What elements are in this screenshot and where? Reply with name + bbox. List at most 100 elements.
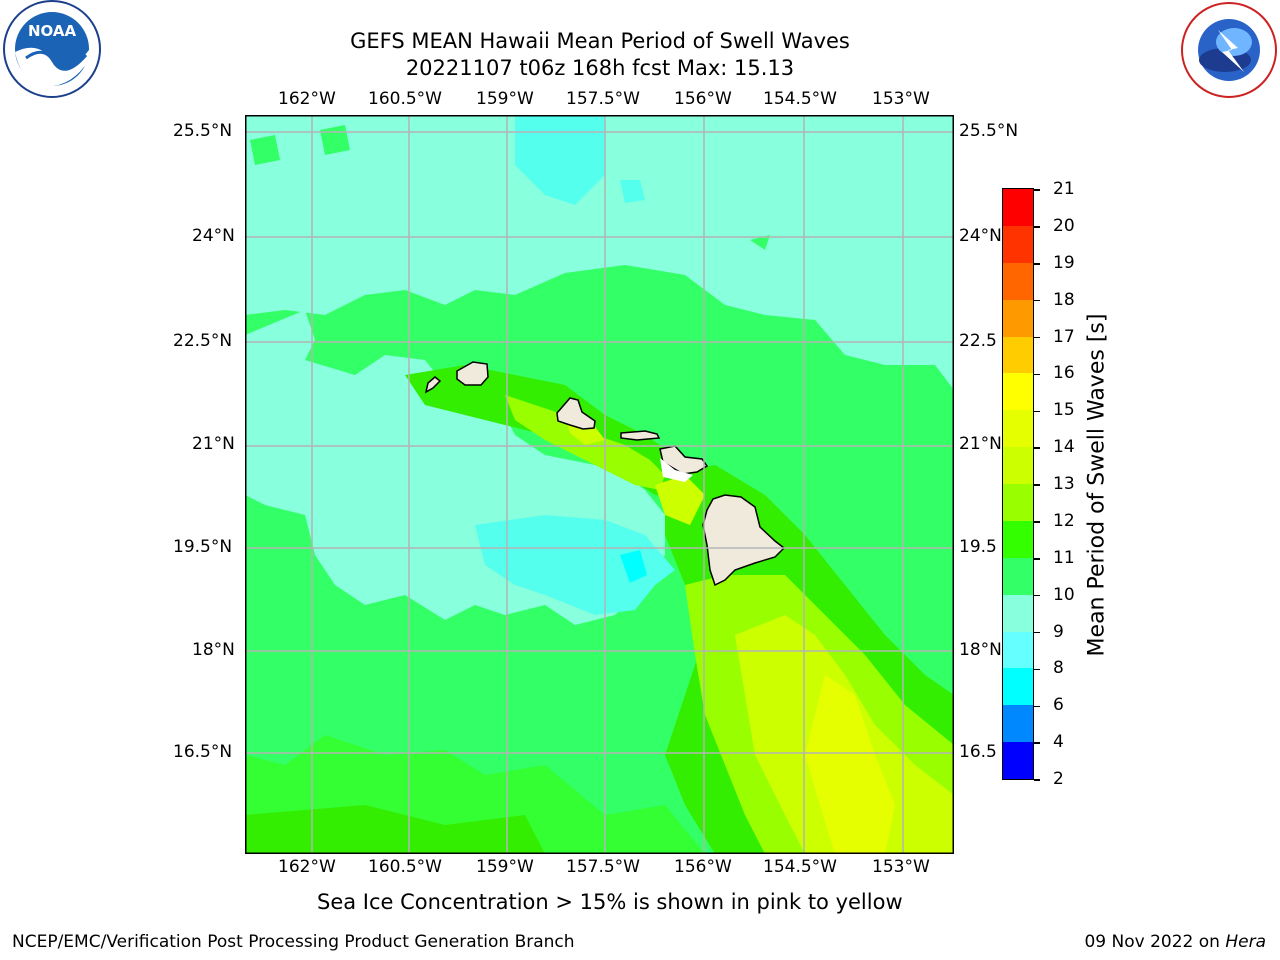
map-title-line2: 20221107 t06z 168h fcst Max: 15.13	[405, 56, 795, 80]
lat-label-right: 25.5°N	[959, 121, 1019, 141]
colorbar-tick-label: 10	[1053, 584, 1075, 605]
colorbar-tick-label: 14	[1053, 437, 1075, 458]
colorbar-segment	[1003, 410, 1033, 448]
colorbar-segment	[1003, 225, 1033, 263]
colorbar-segment	[1003, 484, 1033, 521]
islands	[424, 361, 786, 587]
colorbar-segment	[1003, 742, 1033, 779]
colorbar-tick-label: 19	[1053, 252, 1075, 273]
colorbar-tick-mark	[1034, 594, 1040, 597]
colorbar-segment	[1003, 373, 1033, 411]
colorbar-segment	[1003, 557, 1033, 595]
map-title-line1: GEFS MEAN Hawaii Mean Period of Swell Wa…	[350, 29, 850, 53]
footer-host: Hera	[1225, 932, 1266, 952]
lon-label-bottom: 156°W	[674, 857, 732, 877]
colorbar-tick-mark	[1034, 742, 1040, 744]
colorbar-tick-mark	[1034, 410, 1040, 412]
lon-label-top: 160.5°W	[368, 89, 442, 109]
lat-label-right: 16.5	[959, 742, 997, 762]
noaa-logo: NOAA	[0, 0, 104, 100]
colorbar-tick-mark	[1034, 447, 1040, 449]
field-8-9-south	[475, 515, 675, 615]
colorbar-tick-mark	[1034, 705, 1040, 707]
colorbar-tick-label: 11	[1053, 547, 1075, 568]
colorbar-tick-label: 21	[1053, 179, 1075, 199]
swell-period-map	[245, 115, 954, 854]
lon-label-bottom: 153°W	[872, 857, 930, 877]
colorbar-tick-label: 15	[1053, 400, 1075, 421]
colorbar-tick-label: 20	[1053, 215, 1075, 236]
colorbar-tick-label: 2	[1053, 769, 1064, 789]
colorbar-tick-label: 17	[1053, 326, 1075, 347]
colorbar-tick-mark	[1034, 226, 1040, 228]
island-big-island	[702, 494, 786, 587]
colorbar-tick-mark	[1034, 299, 1040, 302]
lon-label-bottom: 154.5°W	[763, 857, 837, 877]
lon-label-bottom: 162°W	[278, 857, 336, 877]
colorbar-tick-mark	[1034, 263, 1040, 265]
colorbar-tick-mark	[1034, 668, 1040, 671]
colorbar-tick-label: 13	[1053, 474, 1075, 494]
colorbar-segment	[1003, 262, 1033, 300]
island-oahu	[556, 397, 596, 430]
island-kauai	[456, 361, 489, 386]
colorbar-tick-mark	[1034, 484, 1040, 486]
colorbar-label: Mean Period of Swell Waves [s]	[1084, 313, 1110, 657]
lat-label-right: 18°N	[959, 640, 1002, 660]
island-niihau	[424, 376, 442, 394]
lat-label-right: 22.5	[959, 331, 997, 351]
colorbar-tick-label: 18	[1053, 289, 1075, 310]
lon-label-top: 159°W	[476, 89, 534, 109]
lon-label-bottom: 157.5°W	[566, 857, 640, 877]
lon-label-top: 157.5°W	[566, 89, 640, 109]
lat-label-left: 16.5°N	[173, 742, 233, 762]
colorbar-tick-mark	[1034, 189, 1040, 191]
colorbar	[1002, 188, 1034, 780]
lon-label-top: 153°W	[872, 89, 930, 109]
sea-ice-caption: Sea Ice Concentration > 15% is shown in …	[317, 890, 903, 914]
colorbar-tick-label: 9	[1053, 621, 1064, 642]
footer-date: 09 Nov 2022 on	[1084, 932, 1226, 952]
colorbar-tick-mark	[1034, 558, 1040, 560]
lon-label-bottom: 160.5°W	[368, 857, 442, 877]
map-gridlines	[245, 115, 954, 854]
lon-label-top: 154.5°W	[763, 89, 837, 109]
field-8-9-north	[515, 115, 605, 205]
colorbar-segment	[1003, 668, 1033, 706]
colorbar-segment	[1003, 189, 1033, 226]
colorbar-tick-mark	[1034, 631, 1040, 634]
colorbar-segment	[1003, 594, 1033, 632]
lat-label-left: 21°N	[192, 434, 235, 454]
lat-label-right: 24°N	[959, 226, 1002, 246]
colorbar-segment	[1003, 336, 1033, 374]
lon-label-top: 156°W	[674, 89, 732, 109]
lon-label-top: 162°W	[278, 89, 336, 109]
colorbar-tick-label: 16	[1053, 363, 1075, 384]
nws-logo	[1178, 0, 1280, 100]
colorbar-tick-mark	[1034, 779, 1040, 781]
colorbar-tick-mark	[1034, 521, 1040, 523]
colorbar-tick-label: 12	[1053, 510, 1075, 531]
colorbar-tick-mark	[1034, 373, 1040, 376]
field-14-15	[805, 675, 895, 854]
field-9-10-north	[245, 115, 954, 390]
lat-label-right: 19.5	[959, 537, 997, 557]
lat-label-left: 19.5°N	[173, 537, 233, 557]
colorbar-tick-mark	[1034, 336, 1040, 339]
lat-label-right: 21°N	[959, 434, 1002, 454]
colorbar-segment	[1003, 631, 1033, 669]
colorbar-tick-label: 4	[1053, 732, 1064, 753]
colorbar-tick-label: 8	[1053, 658, 1064, 679]
lat-label-left: 24°N	[192, 226, 235, 246]
colorbar-segment	[1003, 705, 1033, 743]
lat-label-left: 25.5°N	[173, 121, 233, 141]
lat-label-left: 22.5°N	[173, 331, 233, 351]
colorbar-tick-label: 6	[1053, 695, 1064, 716]
footer-right: 09 Nov 2022 on Hera	[1084, 932, 1266, 952]
colorbar-segment	[1003, 299, 1033, 337]
lon-label-bottom: 159°W	[476, 857, 534, 877]
colorbar-segment	[1003, 520, 1033, 558]
lat-label-left: 18°N	[192, 640, 235, 660]
colorbar-segment	[1003, 447, 1033, 484]
footer-left: NCEP/EMC/Verification Post Processing Pr…	[12, 932, 575, 952]
